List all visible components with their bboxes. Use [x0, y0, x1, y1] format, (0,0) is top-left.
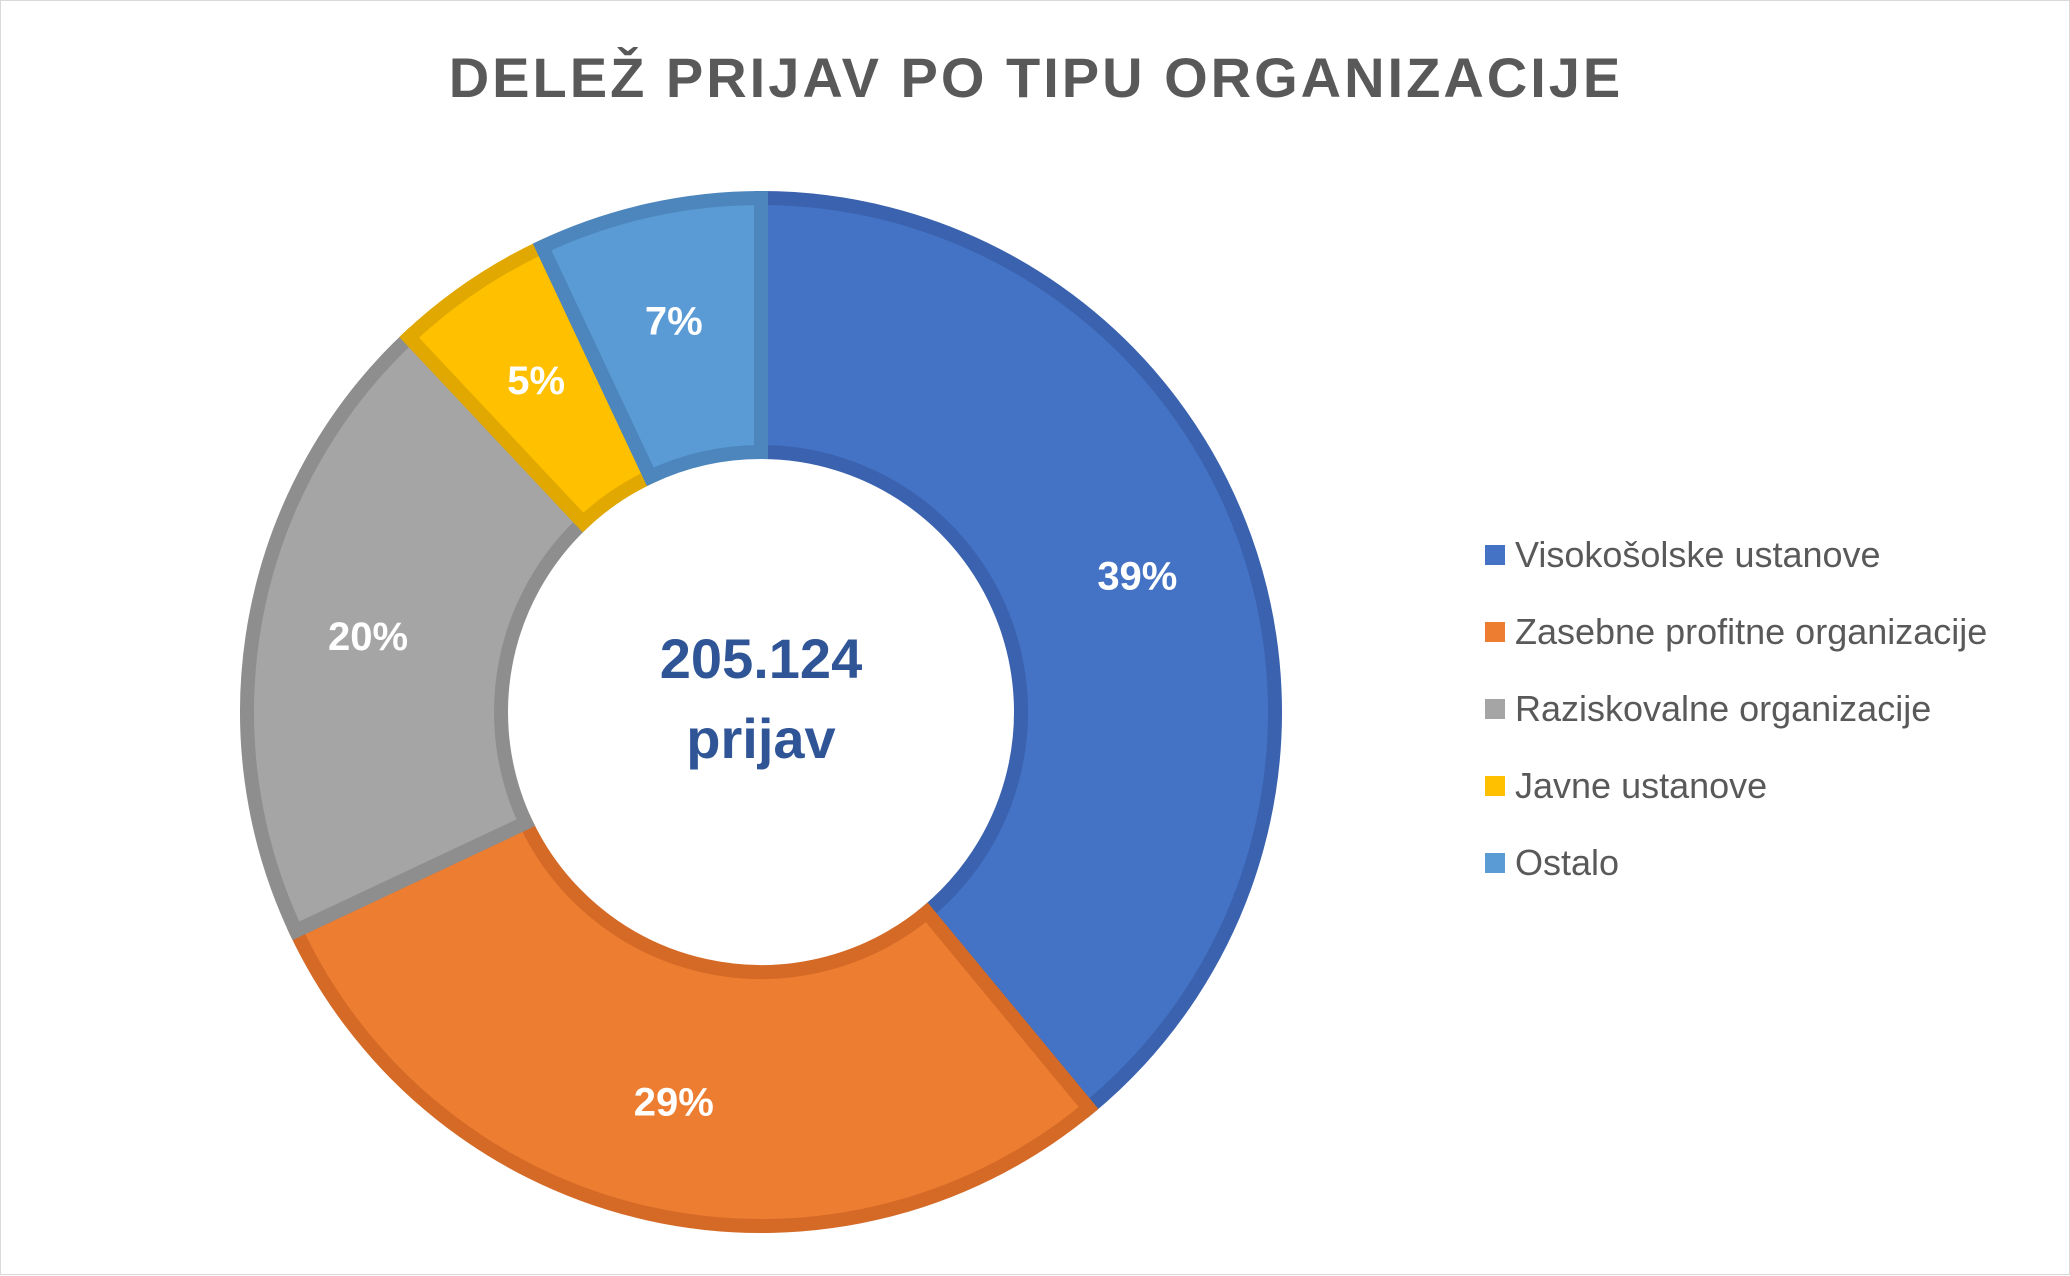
legend-swatch [1485, 775, 1505, 796]
donut-slice-1 [754, 190, 1282, 1118]
legend-label: Javne ustanove [1515, 764, 1768, 806]
center-total-unit: prijav [686, 707, 835, 770]
chart-title: DELEŽ PRIJAV PO TIPU ORGANIZACIJE [448, 46, 1624, 109]
legend-item-javne: Javne ustanove [1485, 747, 1987, 824]
legend-label: Ostalo [1515, 841, 1620, 883]
legend-item-visokosolske: Visokošolske ustanove [1485, 516, 1987, 593]
legend-swatch [1485, 544, 1505, 565]
legend-item-raziskovalne: Raziskovalne organizacije [1485, 670, 1987, 747]
slice-label-2: 29% [634, 1080, 714, 1124]
slice-labels: 39% 29% 20% 5% 7% [328, 300, 1177, 1125]
slice-label-4: 5% [507, 359, 565, 403]
donut-slice-3 [240, 327, 593, 941]
center-total-value: 205.124 [660, 627, 862, 690]
legend-label: Zasebne profitne organizacije [1515, 610, 1988, 652]
slice-label-5: 7% [645, 300, 703, 344]
donut-slices [240, 190, 1282, 1233]
legend-item-ostalo: Ostalo [1485, 824, 1987, 901]
legend-label: Raziskovalne organizacije [1515, 687, 1932, 729]
slice-label-3: 20% [328, 615, 408, 659]
legend: Visokošolske ustanove Zasebne profitne o… [1485, 516, 1987, 901]
legend-label: Visokošolske ustanove [1515, 533, 1881, 575]
donut-slice-2 [286, 813, 1099, 1233]
slice-label-1: 39% [1097, 555, 1177, 599]
donut-slice-5 [532, 190, 768, 487]
legend-swatch [1485, 698, 1505, 719]
legend-swatch [1485, 621, 1505, 642]
legend-swatch [1485, 852, 1505, 873]
legend-item-zasebne: Zasebne profitne organizacije [1485, 593, 1987, 670]
